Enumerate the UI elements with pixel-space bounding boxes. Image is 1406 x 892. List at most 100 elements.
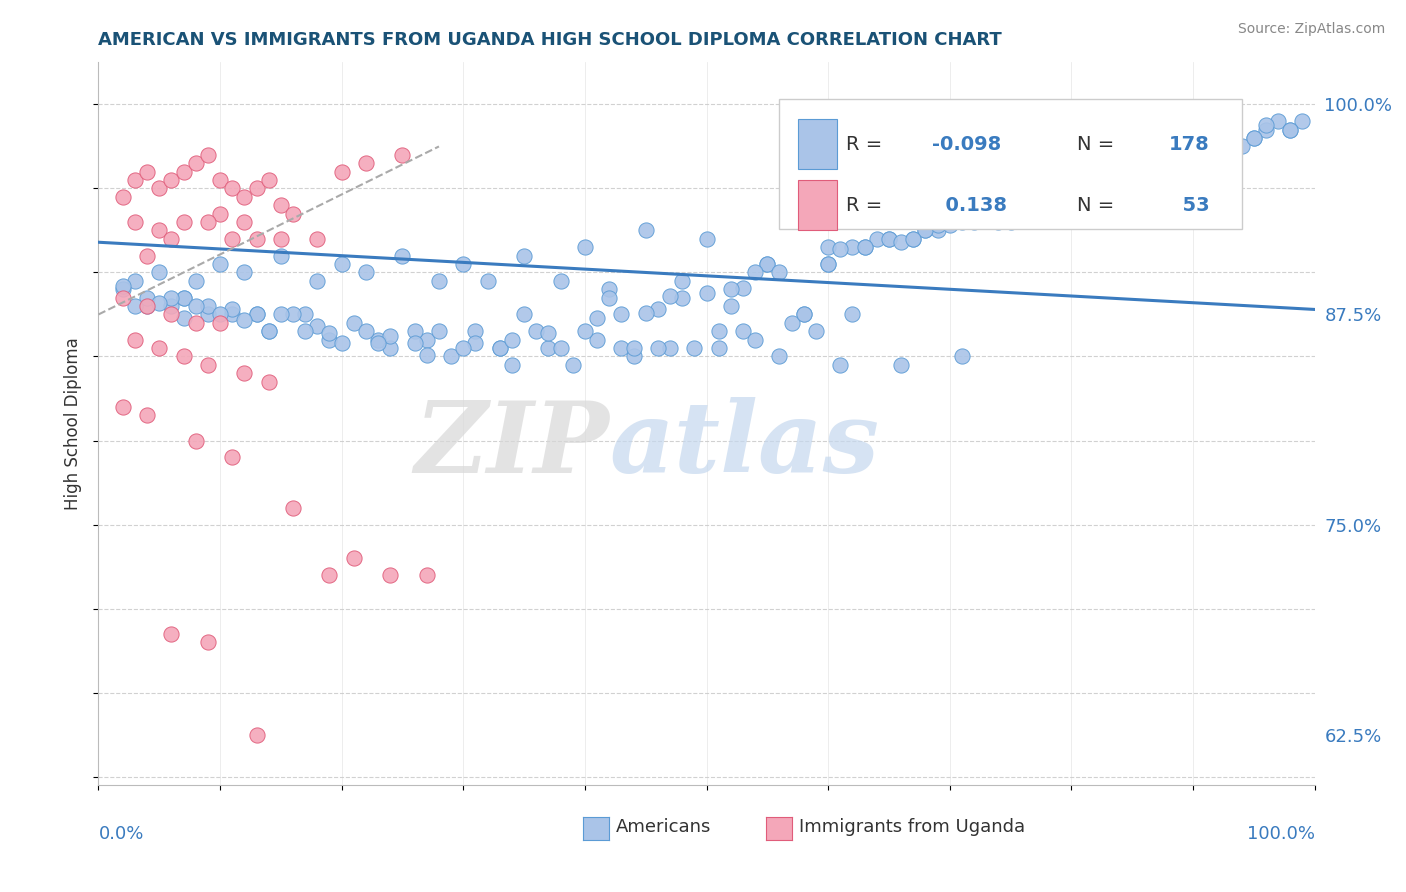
Point xyxy=(659,341,682,355)
Point xyxy=(173,291,195,305)
Point xyxy=(245,727,267,741)
Point xyxy=(233,215,256,229)
Point xyxy=(136,299,159,313)
Point xyxy=(939,207,962,221)
Point xyxy=(148,181,170,195)
Point xyxy=(380,568,402,582)
Point xyxy=(233,312,256,326)
Point xyxy=(1279,122,1302,136)
Point xyxy=(173,291,195,305)
Point xyxy=(1011,198,1033,212)
Point xyxy=(817,257,839,271)
Point xyxy=(987,215,1010,229)
Point xyxy=(950,215,973,229)
Point xyxy=(124,333,146,347)
Point xyxy=(1243,131,1265,145)
Point xyxy=(245,308,267,322)
Point xyxy=(404,324,426,338)
Point xyxy=(367,336,389,351)
Point xyxy=(160,291,183,305)
Point xyxy=(221,308,243,322)
Point xyxy=(890,358,912,372)
Point xyxy=(513,249,536,263)
Text: Immigrants from Uganda: Immigrants from Uganda xyxy=(799,818,1025,836)
Point xyxy=(586,310,609,325)
Text: N =: N = xyxy=(1077,195,1121,215)
Text: 53: 53 xyxy=(1168,195,1209,215)
Point xyxy=(1047,190,1070,204)
Point xyxy=(148,295,170,310)
Point xyxy=(634,306,657,320)
Point xyxy=(173,215,195,229)
Point xyxy=(744,265,766,279)
Point xyxy=(1121,164,1143,178)
Point xyxy=(1084,178,1107,193)
Point xyxy=(281,500,304,515)
Point xyxy=(1036,198,1059,212)
Point xyxy=(841,308,863,322)
Point xyxy=(111,190,134,204)
Point xyxy=(209,316,232,330)
Point xyxy=(318,333,340,347)
Point xyxy=(659,289,682,303)
Point xyxy=(853,240,876,254)
Point xyxy=(550,341,572,355)
Point xyxy=(1084,173,1107,187)
Point xyxy=(257,324,280,338)
Point xyxy=(464,336,486,351)
Point xyxy=(464,324,486,338)
Point xyxy=(903,232,925,246)
Point xyxy=(877,232,900,246)
Text: atlas: atlas xyxy=(609,397,879,493)
Point xyxy=(173,310,195,325)
Point xyxy=(1036,190,1059,204)
Point xyxy=(440,350,463,364)
Point xyxy=(1230,139,1253,153)
Point xyxy=(148,223,170,237)
Point xyxy=(111,400,134,414)
Point xyxy=(257,324,280,338)
Point xyxy=(731,280,754,294)
Point xyxy=(914,223,936,237)
Point xyxy=(1157,156,1180,170)
Point xyxy=(914,223,936,237)
Point xyxy=(1146,156,1168,170)
Point xyxy=(1011,194,1033,209)
Point xyxy=(574,240,596,254)
Point xyxy=(756,257,779,271)
Point xyxy=(354,265,377,279)
Point xyxy=(830,242,852,256)
Point xyxy=(731,324,754,338)
Point xyxy=(890,235,912,250)
Point xyxy=(513,308,536,322)
Point xyxy=(318,326,340,340)
Point xyxy=(1194,145,1216,159)
Point xyxy=(197,635,219,649)
Bar xyxy=(797,119,837,169)
Point xyxy=(318,568,340,582)
Point xyxy=(1206,139,1229,153)
Point xyxy=(927,219,949,233)
Point xyxy=(111,291,134,305)
Point xyxy=(160,232,183,246)
Point xyxy=(610,341,633,355)
Point xyxy=(974,207,997,221)
Text: 0.138: 0.138 xyxy=(932,195,1007,215)
Point xyxy=(221,232,243,246)
Point xyxy=(1024,194,1046,209)
Point xyxy=(209,257,232,271)
Point xyxy=(853,240,876,254)
Text: 100.0%: 100.0% xyxy=(1247,825,1315,843)
Point xyxy=(245,308,267,322)
Point xyxy=(1218,131,1240,145)
Point xyxy=(184,156,207,170)
Point xyxy=(136,249,159,263)
Point xyxy=(160,173,183,187)
Point xyxy=(1060,181,1083,195)
Point xyxy=(963,215,986,229)
Point xyxy=(124,173,146,187)
Point xyxy=(197,358,219,372)
Point xyxy=(610,308,633,322)
Point xyxy=(793,308,815,322)
Bar xyxy=(779,99,1241,228)
